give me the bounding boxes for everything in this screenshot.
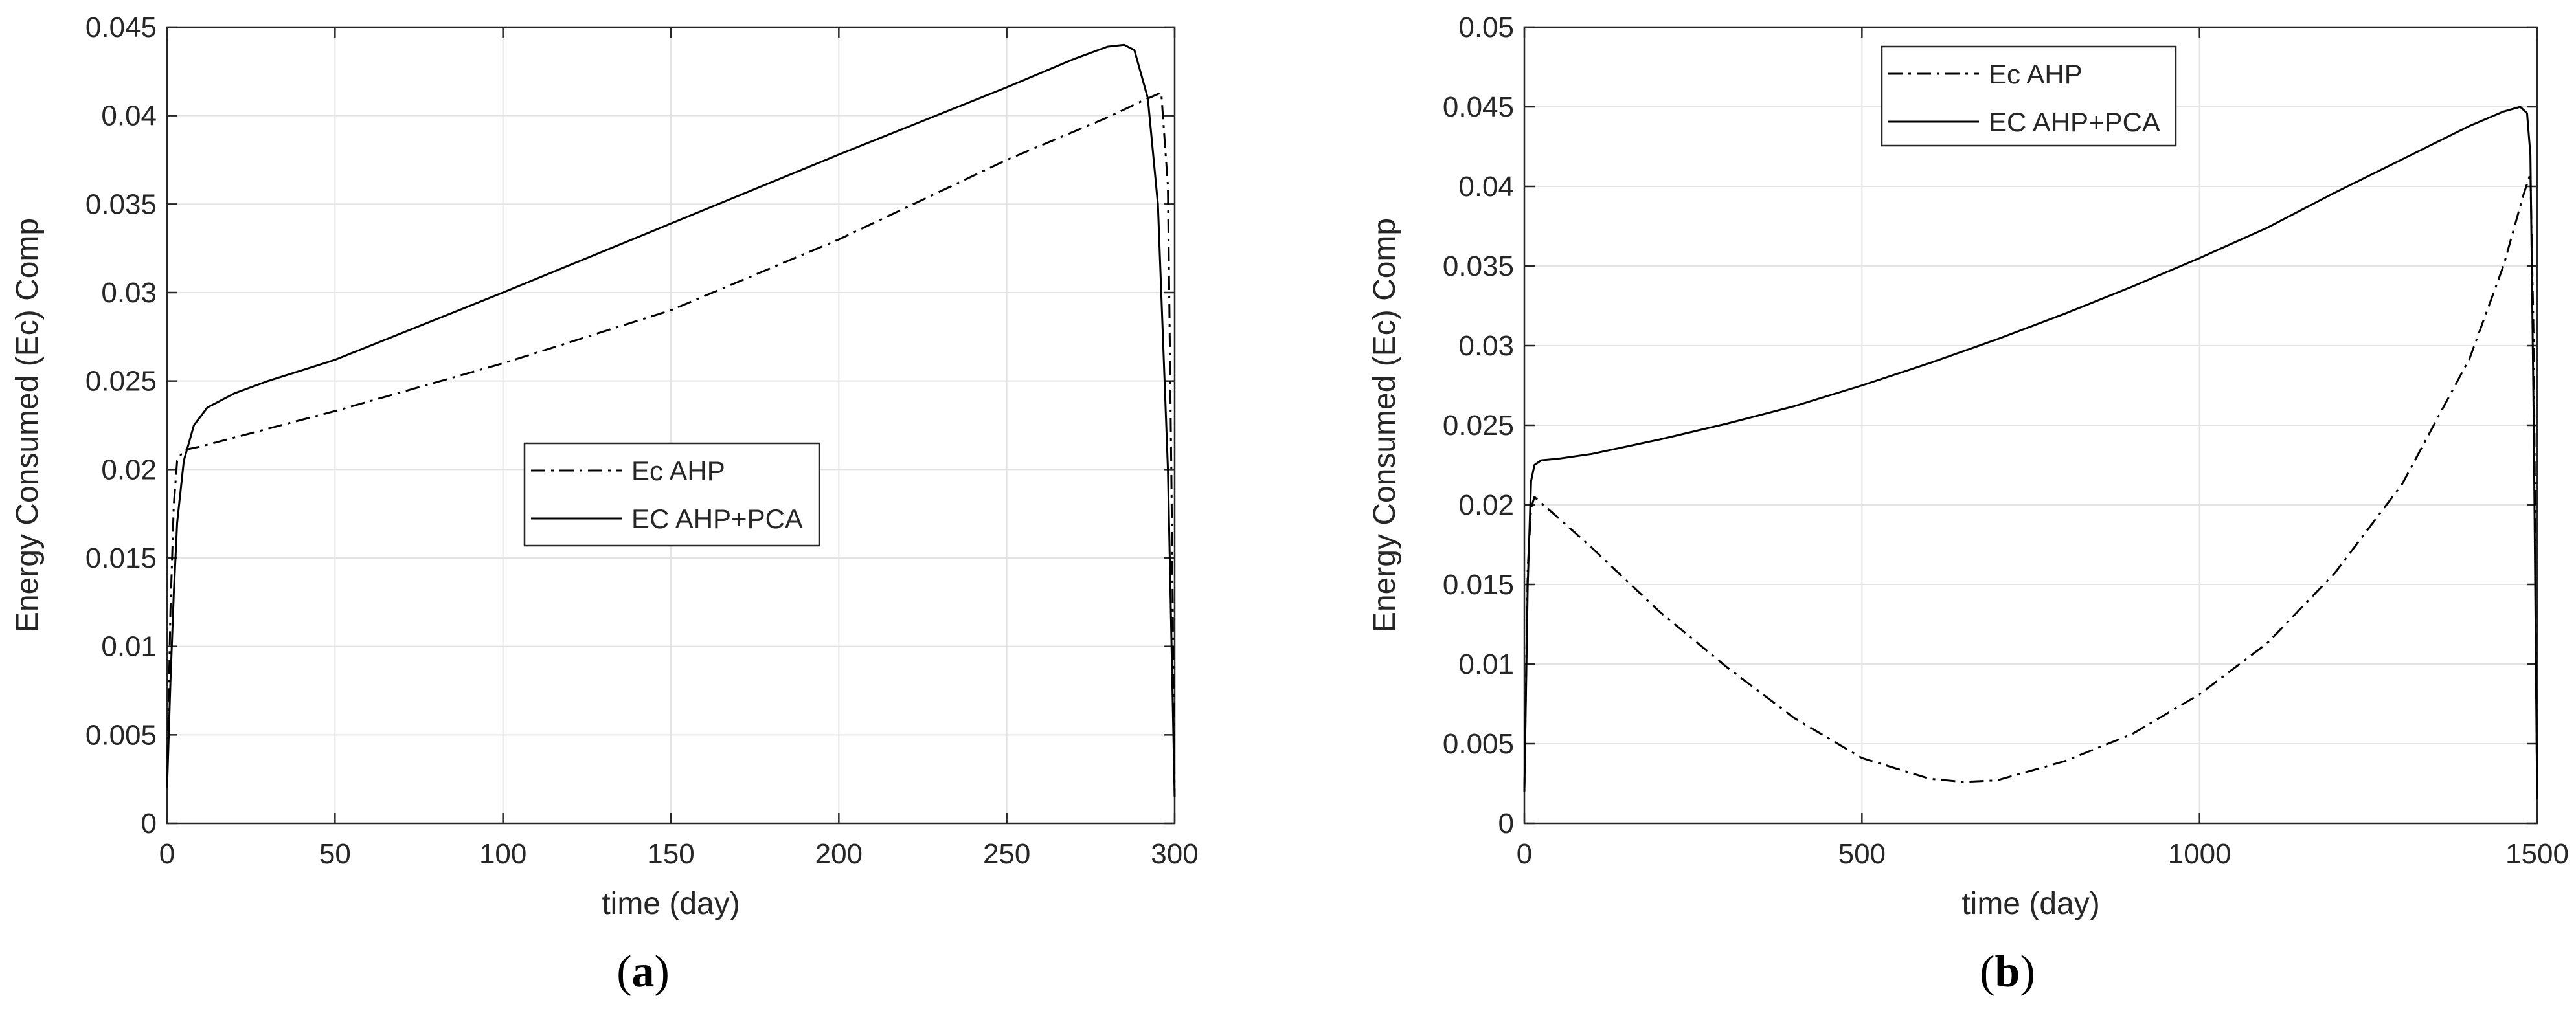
y-tick-label: 0.005: [85, 719, 157, 751]
x-tick-label: 300: [1151, 838, 1198, 870]
y-tick-label: 0.04: [1458, 171, 1514, 203]
legend-box: [1881, 45, 2177, 147]
series-line-ahp: [166, 91, 1176, 797]
x-axis-label: time (day): [1961, 887, 2099, 921]
x-tick-label: 500: [1838, 838, 1886, 870]
x-tick-label: 0: [159, 838, 175, 870]
y-tick-label: 0.04: [101, 100, 157, 132]
legend-label: Ec AHP: [1989, 59, 2083, 89]
y-tick-label: 0.045: [85, 12, 157, 43]
x-tick-label: 50: [319, 838, 351, 870]
y-tick-label: 0.005: [1443, 728, 1514, 760]
legend-box: [523, 442, 820, 547]
y-tick-label: 0.03: [101, 277, 157, 309]
y-tick-label: 0.01: [1458, 649, 1514, 680]
x-tick-label: 1500: [2505, 838, 2569, 870]
x-axis-label: time (day): [602, 887, 740, 921]
x-tick-label: 150: [647, 838, 694, 870]
panel-caption-a: (a): [616, 947, 670, 997]
series-line-ahp-pca: [1523, 106, 2538, 800]
legend-label: Ec AHP: [631, 456, 725, 486]
y-tick-label: 0.015: [85, 542, 157, 574]
x-tick-label: 250: [983, 838, 1030, 870]
y-tick-label: 0.02: [1458, 489, 1514, 521]
y-tick-label: 0.025: [85, 366, 157, 397]
y-tick-label: 0.03: [1458, 330, 1514, 362]
series-line-ahp: [1523, 172, 2538, 800]
panel-caption-b: (b): [1980, 947, 2035, 997]
chart-a: 0 50 100 150 200 250 300 0 0.005 0.01 0.015 0.02 0.0…: [10, 12, 1199, 921]
y-tick-label: 0.035: [1443, 250, 1514, 282]
y-tick-label: 0: [1498, 808, 1514, 839]
legend: Ec AHP EC AHP+PCA: [1881, 45, 2177, 147]
y-axis-label: Energy Consumed (Ec) Comp: [1368, 218, 1402, 632]
series-line-ahp-pca: [166, 43, 1176, 797]
y-tick-label: 0.015: [1443, 569, 1514, 601]
y-tick-label: 0.045: [1443, 91, 1514, 123]
y-tick-label: 0.01: [101, 631, 157, 663]
x-tick-label: 100: [479, 838, 526, 870]
chart-b: 0 500 1000 1500 0 0.005 0.01 0.015 0.02 0.025 0.03…: [1368, 12, 2569, 921]
legend-label: EC AHP+PCA: [1989, 107, 2160, 137]
legend-label: EC AHP+PCA: [631, 504, 803, 534]
y-tick-label: 0.035: [85, 188, 157, 220]
x-tick-label: 1000: [2168, 838, 2231, 870]
y-axis-label: Energy Consumed (Ec) Comp: [10, 218, 45, 632]
x-tick-label: 200: [815, 838, 863, 870]
legend: Ec AHP EC AHP+PCA: [523, 442, 820, 547]
y-tick-label: 0.025: [1443, 410, 1514, 441]
x-tick-label: 0: [1517, 838, 1532, 870]
y-tick-label: 0.05: [1458, 12, 1514, 43]
y-tick-label: 0: [141, 808, 157, 839]
y-tick-label: 0.02: [101, 454, 157, 485]
